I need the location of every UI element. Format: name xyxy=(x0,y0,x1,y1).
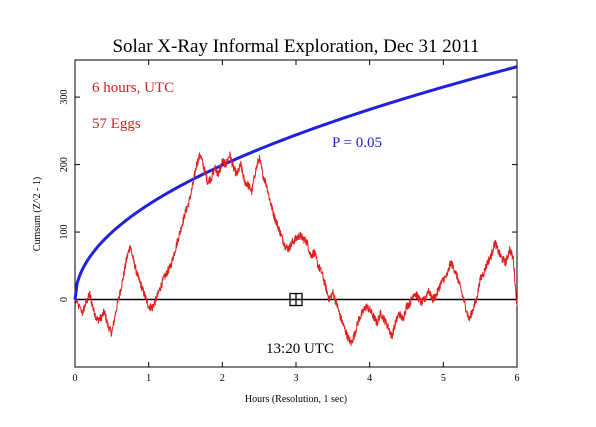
eggs-annotation: 57 Eggs xyxy=(92,116,141,132)
x-tick-label: 6 xyxy=(515,373,520,384)
x-tick-label: 4 xyxy=(367,373,372,384)
cumsum-trace xyxy=(74,151,518,346)
chart-title: Solar X-Ray Informal Exploration, Dec 31… xyxy=(112,36,479,57)
x-tick-label: 3 xyxy=(294,373,299,384)
y-tick-label: 0 xyxy=(59,297,70,302)
x-tick-label: 0 xyxy=(73,373,78,384)
time-annotation: 13:20 UTC xyxy=(266,341,334,357)
y-tick-label: 100 xyxy=(59,225,70,240)
x-axis: 0 1 2 3 4 5 6 xyxy=(73,60,520,384)
p-value-annotation: P = 0.05 xyxy=(332,135,382,151)
plot-frame xyxy=(74,59,518,368)
x-tick-label: 2 xyxy=(220,373,225,384)
y-tick-label: 200 xyxy=(59,157,70,172)
x-tick-label: 1 xyxy=(146,373,151,384)
significance-curve xyxy=(73,65,518,300)
x-tick-label: 5 xyxy=(441,373,446,384)
hours-annotation: 6 hours, UTC xyxy=(92,80,174,96)
event-marker xyxy=(289,292,303,307)
y-tick-label: 300 xyxy=(59,90,70,105)
x-axis-label: Hours (Resolution, 1 sec) xyxy=(245,394,347,405)
y-axis: 0 100 200 300 xyxy=(59,90,517,302)
y-axis-label: Cumsum (Z^2 - 1) xyxy=(32,177,43,251)
